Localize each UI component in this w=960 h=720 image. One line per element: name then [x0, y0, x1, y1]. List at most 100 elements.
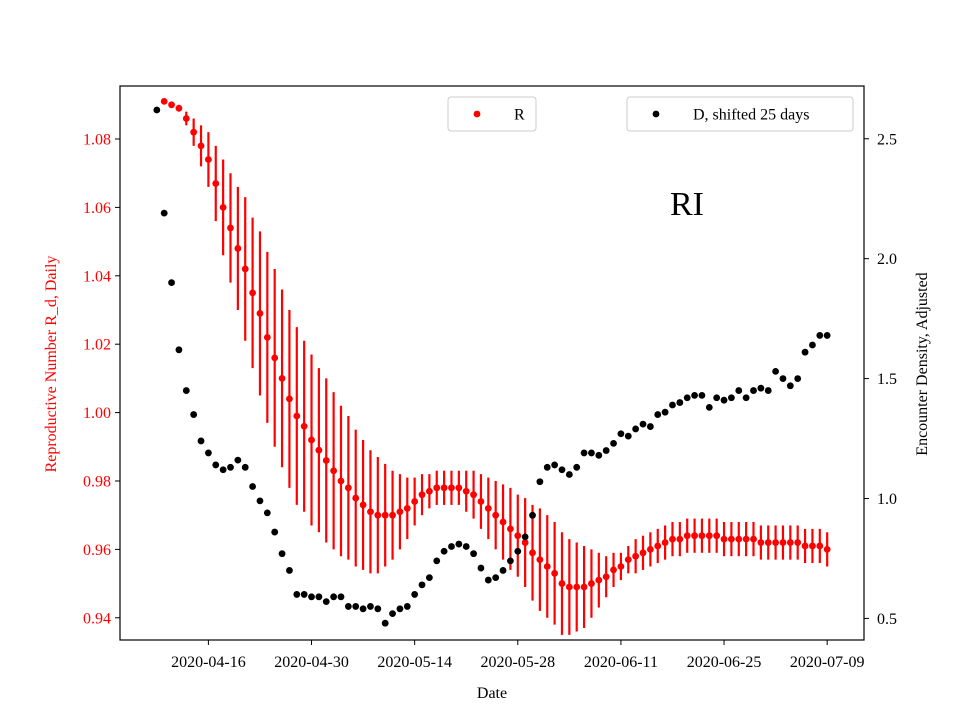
d-point — [588, 449, 595, 457]
r-point — [322, 457, 330, 464]
d-point — [352, 603, 360, 610]
left-y-axis-ticks: 0.94 0.96 0.98 1.00 1.02 1.04 1.06 1.08 — [83, 132, 120, 627]
r-point — [536, 556, 544, 564]
legend-right-label: D, shifted 25 days — [693, 107, 809, 124]
d-point — [565, 471, 573, 478]
left-y-axis-label: Reproductive Number R_d, Daily — [43, 256, 60, 473]
d-point — [499, 567, 507, 574]
r-point — [411, 498, 419, 505]
r-point — [470, 491, 477, 499]
r-point — [794, 539, 802, 546]
r-point — [462, 487, 470, 495]
x-tick-label: 2020-05-28 — [480, 654, 555, 671]
r-point — [742, 535, 750, 543]
d-point — [256, 497, 264, 505]
legend-left-box — [447, 96, 537, 132]
d-point — [757, 384, 765, 392]
x-axis-label: Date — [477, 685, 507, 702]
r-point — [278, 374, 286, 382]
d-point — [182, 387, 190, 394]
d-point — [322, 598, 330, 606]
r-point — [823, 545, 831, 553]
d-point — [381, 619, 389, 627]
r-point — [263, 333, 271, 341]
d-point — [300, 591, 308, 598]
r-point — [381, 511, 389, 519]
d-point — [403, 603, 411, 610]
d-point — [661, 408, 669, 416]
d-point — [728, 394, 735, 402]
d-point — [602, 447, 610, 454]
d-point — [344, 603, 352, 610]
d-point — [750, 387, 757, 394]
d-point — [816, 332, 824, 339]
legend-right-marker — [652, 110, 660, 118]
d-point — [529, 511, 536, 519]
r-point — [241, 265, 249, 273]
d-point — [359, 605, 367, 613]
r-point — [646, 545, 654, 553]
d-point — [425, 574, 433, 582]
d-point — [153, 106, 161, 114]
d-point — [367, 603, 374, 610]
r-point — [367, 508, 374, 516]
r-point — [610, 566, 617, 574]
r-point — [425, 487, 433, 495]
region-annotation: RI — [670, 186, 704, 223]
r-point — [779, 539, 787, 546]
d-point — [654, 411, 662, 418]
r-point — [521, 539, 529, 546]
right-y-tick-label: 2.0 — [877, 251, 897, 268]
d-point — [669, 401, 676, 409]
d-point — [617, 430, 625, 438]
d-point — [646, 423, 654, 430]
r-point — [168, 101, 175, 109]
r-point — [514, 532, 522, 540]
d-point — [676, 399, 684, 406]
r-point — [175, 104, 183, 112]
right-y-tick-label: 0.5 — [877, 611, 897, 628]
r-point — [713, 532, 721, 540]
right-y-tick-label: 1.5 — [877, 371, 897, 388]
left-y-tick-label: 1.00 — [83, 405, 111, 422]
r-point — [403, 504, 411, 512]
r-point — [440, 484, 448, 492]
left-y-tick-label: 0.94 — [83, 610, 111, 627]
r-point — [337, 477, 345, 485]
right-y-tick-label: 2.5 — [877, 131, 897, 148]
d-point — [175, 346, 183, 354]
r-point — [757, 539, 765, 546]
r-point — [691, 532, 698, 540]
d-point — [610, 439, 617, 447]
d-point — [308, 593, 315, 601]
d-point — [713, 394, 721, 402]
r-point — [764, 539, 772, 546]
r-point — [227, 224, 234, 232]
right-y-tick-label: 1.0 — [877, 491, 897, 508]
r-point — [720, 535, 728, 543]
r-point — [352, 494, 360, 502]
d-point — [374, 605, 382, 613]
r-point — [433, 484, 441, 492]
d-point — [691, 391, 698, 399]
d-point — [234, 456, 242, 464]
plot-area-background — [120, 86, 864, 640]
r-point — [359, 501, 367, 509]
r-point — [551, 569, 559, 577]
r-point — [654, 542, 662, 550]
plot-frame — [119, 85, 865, 641]
d-point — [293, 591, 301, 598]
d-point — [190, 411, 198, 418]
d-point — [624, 432, 632, 440]
legend-right-box — [626, 96, 854, 132]
r-point — [639, 549, 647, 557]
r-point — [308, 436, 315, 444]
r-point — [801, 542, 809, 550]
d-point — [558, 466, 566, 474]
r-point — [256, 310, 264, 317]
d-point — [227, 463, 234, 471]
left-y-tick-label: 0.98 — [83, 473, 111, 490]
r-point — [315, 446, 323, 454]
d-point — [249, 483, 256, 490]
